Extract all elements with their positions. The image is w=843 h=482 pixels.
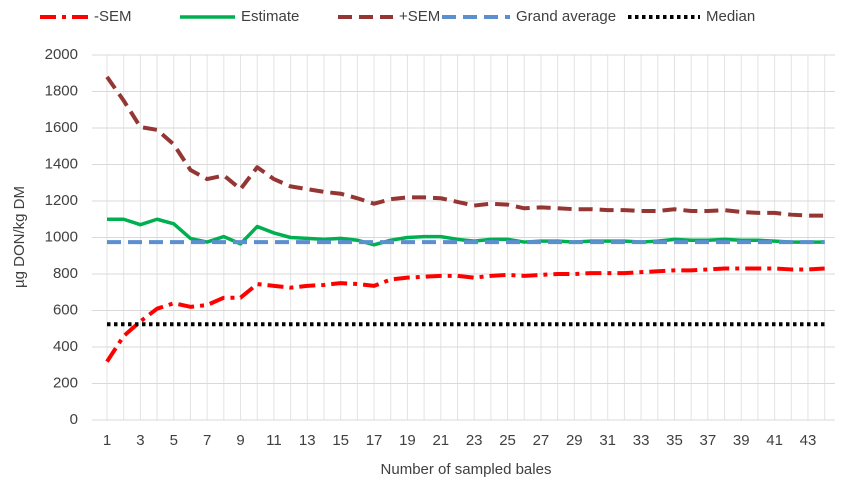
- y-tick-label: 1000: [45, 228, 78, 245]
- y-tick-label: 400: [53, 338, 78, 355]
- legend-label: Grand average: [516, 8, 616, 25]
- y-tick-label: 1400: [45, 155, 78, 172]
- y-axis-title: µg DON/kg DM: [11, 186, 28, 288]
- x-tick-label: 33: [633, 432, 650, 449]
- y-tick-label: 2000: [45, 46, 78, 63]
- x-tick-label: 25: [499, 432, 516, 449]
- x-tick-label: 17: [366, 432, 383, 449]
- x-tick-label: 19: [399, 432, 416, 449]
- x-tick-label: 37: [699, 432, 716, 449]
- x-tick-label: 11: [266, 432, 282, 449]
- series-line: [105, 266, 825, 363]
- x-tick-label: 1: [103, 432, 111, 449]
- x-tick-label: 29: [566, 432, 583, 449]
- x-tick-label: 13: [299, 432, 316, 449]
- x-tick-label: 21: [432, 432, 449, 449]
- y-tick-label: 1200: [45, 192, 78, 209]
- y-tick-label: 0: [70, 411, 78, 428]
- x-tick-label: 5: [170, 432, 178, 449]
- y-tick-label: 800: [53, 265, 78, 282]
- y-tick-label: 1800: [45, 82, 78, 99]
- x-tick-label: 41: [766, 432, 783, 449]
- x-tick-label: 39: [733, 432, 750, 449]
- x-tick-label: 23: [466, 432, 483, 449]
- series-line: [105, 75, 825, 218]
- x-axis-title: Number of sampled bales: [381, 461, 552, 478]
- legend-label: -SEM: [94, 8, 132, 25]
- x-tick-label: 31: [599, 432, 616, 449]
- legend-label: +SEM: [399, 8, 440, 25]
- x-tick-label: 3: [136, 432, 144, 449]
- x-tick-label: 35: [666, 432, 683, 449]
- y-tick-label: 600: [53, 301, 78, 318]
- x-tick-label: 27: [533, 432, 550, 449]
- x-tick-label: 15: [332, 432, 349, 449]
- x-tick-label: 9: [236, 432, 244, 449]
- legend-label: Estimate: [241, 8, 299, 25]
- x-tick-label: 43: [800, 432, 817, 449]
- y-tick-label: 1600: [45, 119, 78, 136]
- x-tick-label: 7: [203, 432, 211, 449]
- legend-label: Median: [706, 8, 755, 25]
- y-tick-label: 200: [53, 374, 78, 391]
